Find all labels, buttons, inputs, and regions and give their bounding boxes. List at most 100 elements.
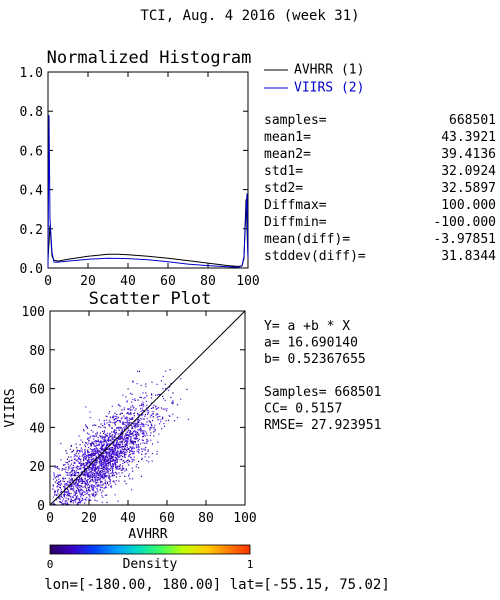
scatter-point <box>86 427 89 429</box>
scatter-point <box>129 392 132 394</box>
scatter-point <box>132 452 134 454</box>
page-title: TCI, Aug. 4 2016 (week 31) <box>140 8 359 24</box>
scatter-point <box>98 479 100 481</box>
scatter-point <box>124 470 126 472</box>
scatter-point <box>122 422 124 424</box>
scatter-point <box>122 446 124 448</box>
scatter-point <box>95 472 97 474</box>
scatter-point <box>79 455 81 457</box>
scatter-point <box>89 484 91 486</box>
scatter-point <box>83 457 85 459</box>
scatter-point <box>70 479 72 481</box>
scatter-point <box>98 419 100 421</box>
scatter-point <box>128 419 130 421</box>
scatter-point <box>91 458 93 461</box>
scatter-point <box>132 447 134 449</box>
scatter-point <box>58 468 60 470</box>
scatter-point <box>114 462 116 464</box>
scatter-point <box>110 440 112 442</box>
scatter-point <box>88 494 90 496</box>
scatter-point <box>125 434 127 436</box>
scatter-point <box>105 468 107 471</box>
scatter-point <box>56 494 58 496</box>
scatter-point <box>83 466 85 468</box>
scatter-point <box>64 488 66 490</box>
scatter-point <box>145 446 147 449</box>
scatter-point <box>63 478 65 480</box>
scatter-point <box>65 497 67 499</box>
scatter-point <box>90 454 92 456</box>
scatter-point <box>85 462 87 464</box>
scatter-point <box>92 452 94 454</box>
scatter-point <box>105 453 108 455</box>
scatter-point <box>56 466 58 468</box>
scatter-point <box>98 474 100 476</box>
scatter-point <box>113 439 115 441</box>
scatter-point <box>134 431 136 433</box>
histogram-ytick-label: 0.8 <box>20 105 43 120</box>
scatter-point <box>127 388 129 390</box>
scatter-point <box>122 394 124 396</box>
scatter-point <box>135 423 137 425</box>
scatter-point <box>83 428 85 431</box>
scatter-point <box>93 424 95 426</box>
scatter-point <box>140 418 142 420</box>
scatter-point <box>150 397 153 399</box>
stat-value: 39.4136 <box>441 147 496 162</box>
scatter-point <box>130 411 132 413</box>
scatter-point <box>143 405 145 407</box>
histogram-xtick-label: 80 <box>200 274 216 289</box>
scatter-point <box>160 421 162 423</box>
scatter-point <box>107 445 109 447</box>
scatter-point <box>94 473 96 475</box>
scatter-point <box>117 442 119 444</box>
scatter-point <box>146 404 148 407</box>
scatter-point <box>150 414 153 416</box>
scatter-point <box>124 451 126 453</box>
scatter-point <box>132 459 134 461</box>
scatter-point <box>115 480 117 482</box>
scatter-point <box>94 470 96 472</box>
scatter-point <box>70 501 72 503</box>
scatter-point <box>52 503 54 505</box>
scatter-point <box>102 450 104 452</box>
scatter-point <box>88 466 90 469</box>
scatter-point <box>106 444 108 446</box>
scatter-point <box>107 462 109 464</box>
scatter-point <box>70 444 73 447</box>
scatter-point <box>86 459 88 461</box>
scatter-point <box>76 481 78 483</box>
scatter-point <box>107 451 109 453</box>
scatter-point <box>128 460 130 463</box>
scatter-point <box>64 488 66 490</box>
scatter-point <box>102 444 104 447</box>
scatter-point <box>114 444 116 447</box>
scatter-point <box>131 393 133 395</box>
scatter-point <box>123 409 125 411</box>
scatter-point <box>56 479 58 481</box>
scatter-point <box>151 426 153 428</box>
scatter-point <box>96 480 98 482</box>
scatter-point <box>121 435 123 437</box>
scatter-point <box>60 480 62 482</box>
scatter-point <box>94 440 97 442</box>
scatter-point <box>92 471 94 474</box>
stat-value: 32.5897 <box>441 181 496 196</box>
scatter-point <box>93 470 95 472</box>
scatter-point <box>121 430 123 432</box>
scatter-point <box>140 430 142 432</box>
scatter-point <box>80 493 82 495</box>
scatter-point <box>138 438 140 440</box>
scatter-point <box>65 471 67 473</box>
scatter-point <box>165 420 167 422</box>
scatter-point <box>126 444 128 446</box>
scatter-point <box>96 444 98 447</box>
scatter-point <box>133 406 135 408</box>
scatter-point <box>137 448 139 450</box>
scatter-point <box>74 481 77 483</box>
scatter-point <box>57 497 60 499</box>
scatter-point <box>107 448 109 450</box>
scatter-point <box>94 499 96 501</box>
scatter-point <box>74 458 76 461</box>
scatter-point <box>114 446 117 449</box>
